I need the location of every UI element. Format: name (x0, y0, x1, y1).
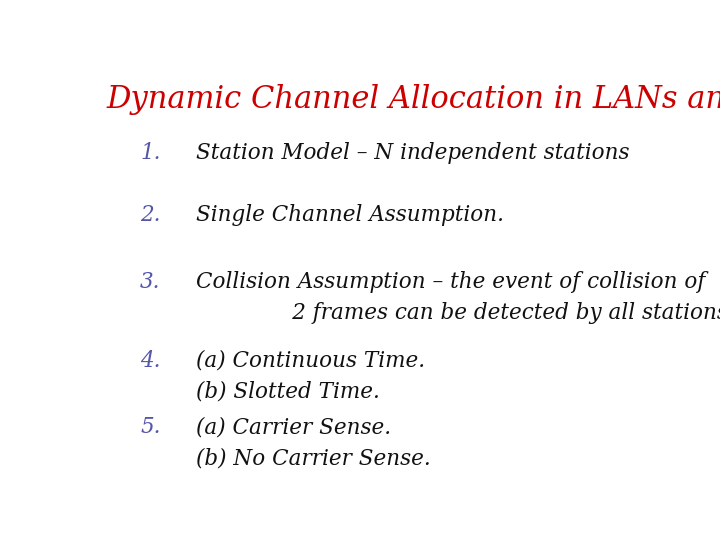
Text: 3.: 3. (140, 271, 161, 293)
Text: Single Channel Assumption.: Single Channel Assumption. (196, 204, 504, 226)
Text: 2 frames can be detected by all stations: 2 frames can be detected by all stations (196, 302, 720, 324)
Text: Station Model – N independent stations: Station Model – N independent stations (196, 141, 629, 164)
Text: 4.: 4. (140, 349, 161, 372)
Text: Dynamic Channel Allocation in LANs and MANs: Dynamic Channel Allocation in LANs and M… (107, 84, 720, 114)
Text: (a) Continuous Time.: (a) Continuous Time. (196, 349, 425, 372)
Text: (b) Slotted Time.: (b) Slotted Time. (196, 381, 380, 403)
Text: 5.: 5. (140, 416, 161, 438)
Text: (b) No Carrier Sense.: (b) No Carrier Sense. (196, 447, 431, 469)
Text: (a) Carrier Sense.: (a) Carrier Sense. (196, 416, 391, 438)
Text: 1.: 1. (140, 141, 161, 164)
Text: Collision Assumption – the event of collision of: Collision Assumption – the event of coll… (196, 271, 706, 293)
Text: 2.: 2. (140, 204, 161, 226)
